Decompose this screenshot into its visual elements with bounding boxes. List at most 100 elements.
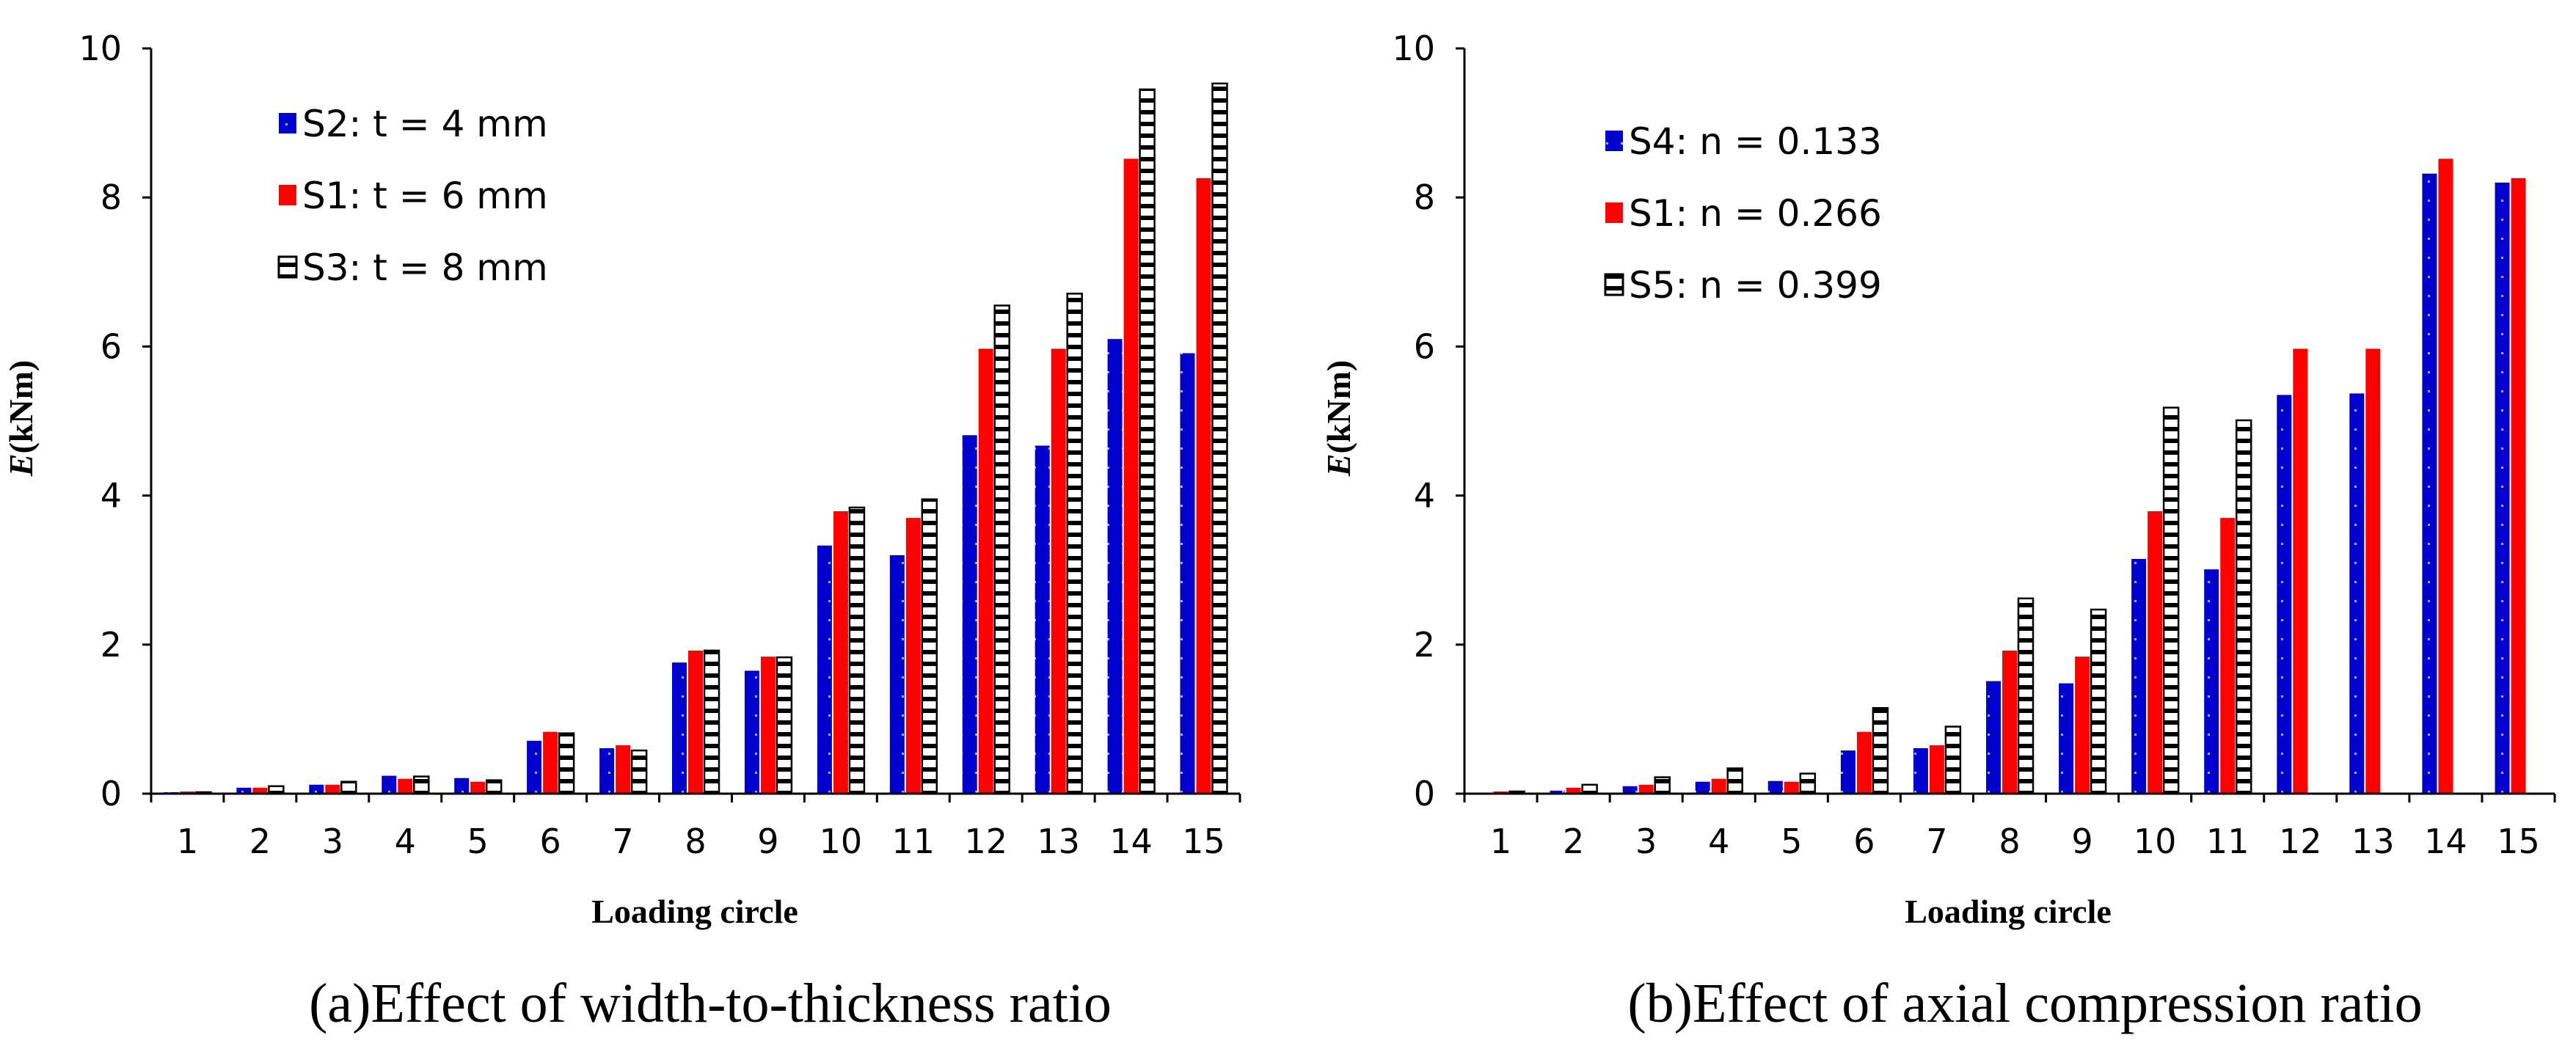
bar-s1-14 <box>1123 158 1139 794</box>
x-tick-label-15: 15 <box>1182 822 1225 861</box>
y-tick-label-6: 6 <box>1414 326 1435 366</box>
bar-s4-5 <box>1767 780 1783 794</box>
bar-s1-12 <box>2293 348 2308 794</box>
bar-s4-12 <box>2277 395 2292 794</box>
bar-s2-15 <box>1180 353 1195 794</box>
x-tick-label-2: 2 <box>1563 822 1584 861</box>
bar-s1-11 <box>905 518 921 794</box>
x-tick-label-11: 11 <box>2206 822 2250 861</box>
bar-s3-7 <box>630 749 648 795</box>
bar-s3-8 <box>703 649 720 795</box>
y-tick-label-2: 2 <box>1414 625 1435 665</box>
bar-s3-10 <box>848 506 866 795</box>
y-axis-title: E(kNm) <box>2 360 40 477</box>
legend-label-s4: S4: n = 0.133 <box>1629 120 1882 163</box>
bar-s5-6 <box>1872 706 1889 795</box>
x-tick-label-10: 10 <box>820 822 863 861</box>
bar-s1-3 <box>325 784 340 794</box>
y-tick-label-0: 0 <box>101 774 122 813</box>
x-tick-label-11: 11 <box>892 822 935 861</box>
x-tick-label-5: 5 <box>1781 822 1802 861</box>
x-axis-title: Loading circle <box>1905 893 2112 930</box>
x-tick-label-13: 13 <box>2351 822 2395 861</box>
x-tick-label-9: 9 <box>2071 822 2092 861</box>
bar-s3-4 <box>413 775 430 795</box>
legend-swatch-s1 <box>279 185 296 205</box>
bar-s2-5 <box>454 778 470 794</box>
bar-s5-5 <box>1799 772 1817 795</box>
bar-s2-3 <box>309 784 324 794</box>
bar-s1-8 <box>2002 650 2017 794</box>
bar-s4-15 <box>2495 182 2510 794</box>
bar-s4-13 <box>2349 393 2365 794</box>
legend-label-s2: S2: t = 4 mm <box>302 103 548 145</box>
bar-s3-14 <box>1139 88 1156 795</box>
x-tick-label-5: 5 <box>467 822 489 861</box>
legend-label-s1: S1: t = 6 mm <box>302 175 548 217</box>
x-tick-label-7: 7 <box>1926 822 1947 861</box>
axes <box>1456 47 2556 802</box>
bar-s4-4 <box>1695 781 1710 794</box>
x-tick-label-15: 15 <box>2497 822 2540 861</box>
bar-s4-11 <box>2204 569 2219 794</box>
bar-s1-11 <box>2220 518 2236 794</box>
bar-s1-15 <box>2511 178 2526 794</box>
bar-s2-2 <box>236 787 252 794</box>
bar-s1-14 <box>2438 158 2453 794</box>
bar-s1-10 <box>833 511 848 794</box>
x-tick-label-1: 1 <box>1490 822 1511 861</box>
bar-s3-12 <box>993 304 1010 795</box>
bar-s5-10 <box>2162 406 2180 795</box>
bar-s2-11 <box>889 555 905 794</box>
y-tick-label-8: 8 <box>1414 178 1435 217</box>
bar-s1-8 <box>688 650 703 794</box>
bar-s4-14 <box>2422 173 2437 794</box>
bar-s1-3 <box>1638 784 1654 794</box>
bar-s1-4 <box>1711 778 1726 794</box>
x-tick-label-12: 12 <box>964 822 1007 861</box>
bar-s5-3 <box>1654 776 1671 795</box>
bar-s1-7 <box>616 745 631 794</box>
bar-s2-12 <box>962 435 977 794</box>
x-tick-label-12: 12 <box>2279 822 2322 861</box>
bar-s1-5 <box>1784 781 1799 794</box>
bar-s5-9 <box>2090 608 2107 795</box>
x-tick-label-1: 1 <box>177 822 198 861</box>
y-axis-title-italic: E <box>2 454 40 478</box>
bar-s1-9 <box>760 657 776 794</box>
bar-s2-4 <box>382 775 397 794</box>
x-tick-label-2: 2 <box>249 822 271 861</box>
y-tick-label-8: 8 <box>101 178 122 217</box>
bar-s1-2 <box>1566 787 1581 794</box>
y-axis-title: E(kNm) <box>1320 360 1357 477</box>
legend-swatch-s3 <box>277 255 298 279</box>
bar-s1-5 <box>470 781 486 794</box>
x-tick-label-4: 4 <box>395 822 416 861</box>
bar-s1-13 <box>2365 348 2381 794</box>
bar-s4-8 <box>1986 681 2001 794</box>
y-tick-label-10: 10 <box>1392 29 1435 68</box>
bar-s1-9 <box>2075 657 2090 794</box>
bars <box>164 82 1228 795</box>
bar-s3-9 <box>776 656 793 795</box>
bar-s1-15 <box>1196 178 1211 794</box>
y-tick-label-10: 10 <box>79 29 122 68</box>
bar-s2-8 <box>672 662 687 794</box>
x-tick-label-3: 3 <box>1635 822 1657 861</box>
bar-s2-9 <box>744 670 759 794</box>
caption-a: (a)Effect of width-to-thickness ratio <box>309 973 1112 1034</box>
bar-s4-3 <box>1622 786 1638 794</box>
bar-s4-10 <box>2131 559 2147 794</box>
legend-label-s1: S1: n = 0.266 <box>1629 192 1882 235</box>
bar-s5-11 <box>2235 419 2252 795</box>
bar-s1-10 <box>2148 511 2163 794</box>
bar-s2-7 <box>599 748 615 794</box>
legend: S4: n = 0.133 S1: n = 0.266 S5: n = 0.39… <box>1604 120 1882 307</box>
bar-s5-8 <box>2017 597 2035 795</box>
y-tick-label-2: 2 <box>101 625 122 665</box>
x-tick-label-6: 6 <box>539 822 561 861</box>
